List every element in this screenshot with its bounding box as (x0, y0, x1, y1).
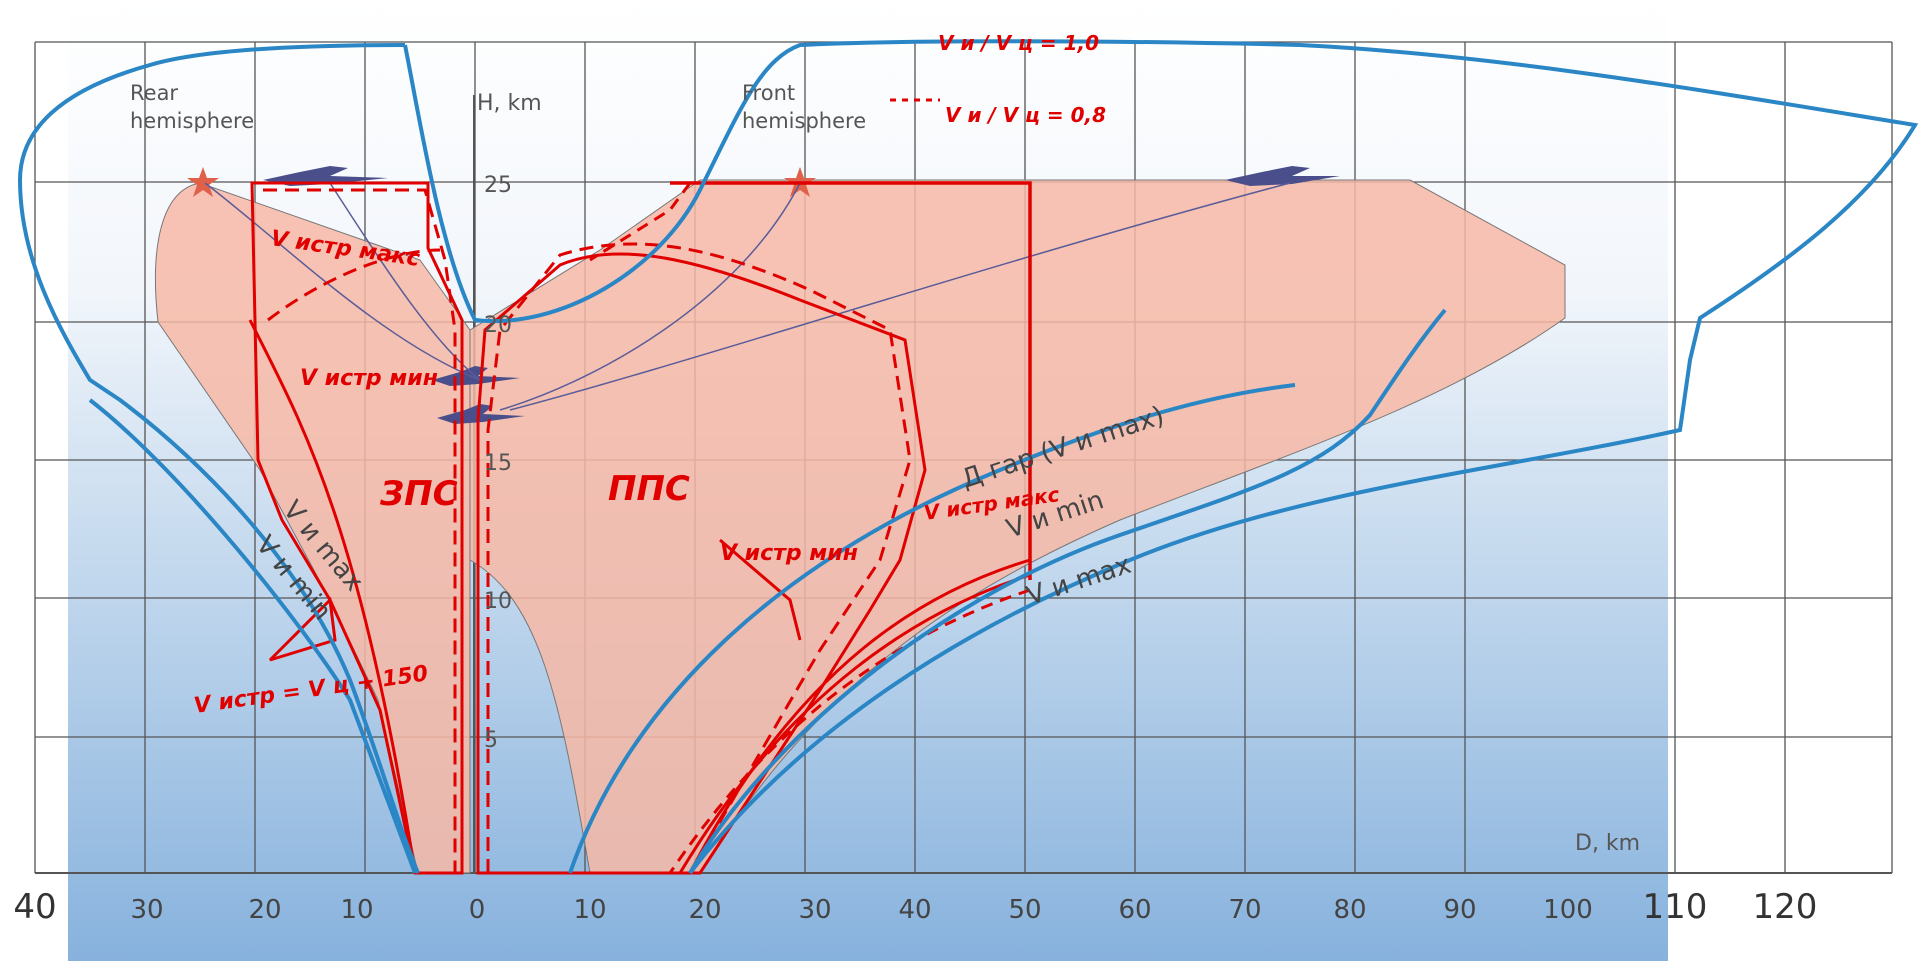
aircraft-icon (1225, 166, 1340, 186)
x-tick: 10 (573, 895, 606, 925)
x-tick: 100 (1543, 895, 1593, 925)
h-tick: 15 (484, 451, 512, 476)
h-tick: 25 (484, 173, 512, 198)
x-tick: 10 (340, 895, 373, 925)
front-hemisphere-label: hemisphere (742, 109, 866, 133)
v-istr-min-label-center: V истр мин (720, 541, 858, 566)
rear-hemisphere-label: Rear (130, 81, 178, 105)
blue-boundary-curves (17, 39, 1919, 875)
front-hemisphere-label: Front (742, 81, 795, 105)
x-tick: 90 (1443, 895, 1476, 925)
x-tick: 30 (130, 895, 163, 925)
ratio-label-2: V и / V ц = 0,8 (945, 103, 1106, 127)
x-tick: 20 (688, 895, 721, 925)
x-tick: 40 (898, 895, 931, 925)
x-tick-outer: 120 (1753, 887, 1818, 927)
star-icon (187, 167, 219, 197)
h-axis-label: H, km (477, 91, 542, 116)
aircraft-icon (263, 166, 388, 186)
x-tick: 30 (798, 895, 831, 925)
x-tick: 50 (1008, 895, 1041, 925)
x-tick: 80 (1333, 895, 1366, 925)
x-ticks-inner: 30 20 10 0 10 20 30 40 50 60 70 80 90 10… (130, 895, 1592, 925)
h-ticks: 25 20 15 10 5 (484, 173, 512, 753)
trajectory-lines (204, 182, 1291, 411)
x-tick: 70 (1228, 895, 1261, 925)
v-istr-min-label-left: V истр мин (300, 366, 438, 391)
aircraft-icon (437, 404, 525, 424)
h-tick: 10 (484, 589, 512, 614)
x-tick: 60 (1118, 895, 1151, 925)
d-axis-label: D, km (1575, 831, 1640, 856)
pps-label: ППС (608, 469, 690, 509)
x-tick: 0 (469, 895, 486, 925)
x-ticks-outer: 40 110 120 (13, 887, 1817, 927)
zps-label: ЗПС (379, 474, 458, 514)
h-tick: 20 (484, 313, 512, 338)
h-tick: 5 (484, 728, 498, 753)
x-tick-outer: 40 (13, 887, 56, 927)
x-tick: 20 (248, 895, 281, 925)
x-tick-outer: 110 (1643, 887, 1708, 927)
rear-hemisphere-label: hemisphere (130, 109, 254, 133)
ratio-label-1: V и / V ц = 1,0 (938, 31, 1099, 55)
